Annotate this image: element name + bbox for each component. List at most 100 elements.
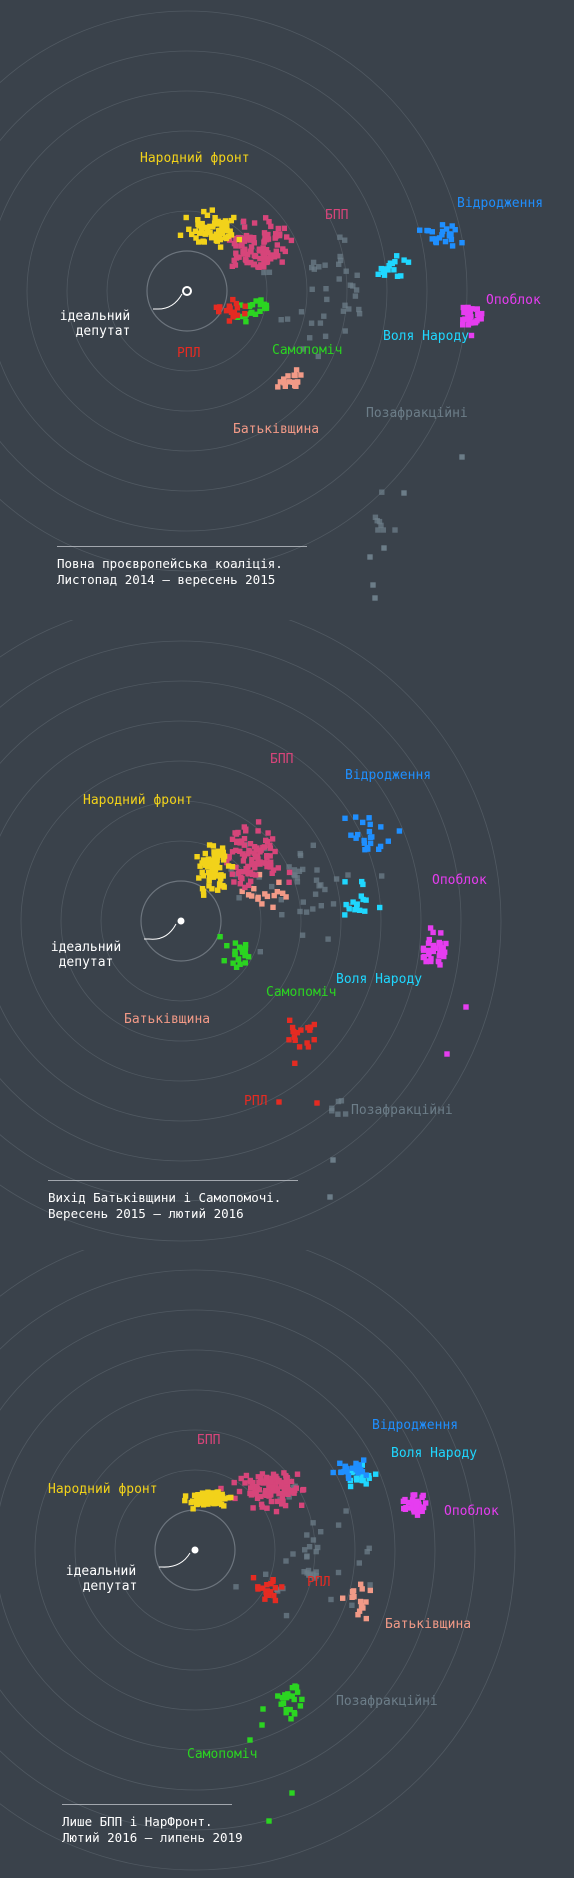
deputy-dot-pozafr: [335, 1569, 342, 1576]
deputy-dot-pozafr: [318, 1529, 324, 1535]
deputy-dot-bpp: [237, 840, 243, 846]
deputy-dot-opoblok: [437, 962, 443, 968]
deputy-dot-rpl: [296, 1044, 303, 1050]
deputy-dot-narfront: [201, 892, 207, 898]
deputy-dot-samopomich: [289, 1790, 295, 1796]
deputy-dot-batkivshchyna: [286, 379, 292, 385]
deputy-dot-pozafr: [313, 877, 320, 883]
label-vidrodzhennya: Відродження: [372, 1418, 458, 1433]
deputy-dot-pozafr: [378, 522, 384, 529]
deputy-dot-rpl: [231, 309, 238, 315]
deputy-dot-bpp: [272, 1478, 278, 1485]
caption-rule: [57, 546, 307, 547]
deputy-dot-narfront: [212, 215, 218, 221]
deputy-dot-rpl: [292, 1037, 298, 1043]
deputy-dot-opoblok: [423, 958, 429, 965]
deputy-dot-pozafr: [310, 842, 316, 848]
deputy-dot-narfront: [229, 864, 236, 870]
deputy-dot-pozafr: [349, 1602, 355, 1608]
deputy-dot-rpl: [311, 1037, 317, 1043]
deputy-dot-vola: [380, 269, 387, 275]
deputy-dot-bpp: [265, 830, 271, 836]
deputy-dots: [182, 1457, 429, 1824]
deputy-dot-samopomich: [242, 952, 248, 959]
deputy-dot-bpp: [255, 1474, 261, 1480]
deputy-dot-pozafr: [296, 868, 303, 874]
deputy-dot-samopomich: [283, 1706, 289, 1713]
deputy-dot-samopomich: [230, 960, 236, 966]
deputy-dot-narfront: [199, 220, 205, 227]
deputy-dot-samopomich: [242, 960, 248, 966]
deputy-dot-vidrodzhennya: [376, 846, 382, 852]
deputy-dot-narfront: [217, 244, 224, 250]
deputy-dot-narfront: [219, 221, 225, 227]
deputy-dot-opoblok: [427, 925, 434, 931]
deputy-dot-pozafr: [335, 1098, 342, 1105]
deputy-dot-vidrodzhennya: [448, 236, 455, 243]
deputy-dot-vola: [350, 899, 356, 905]
deputy-dot-vidrodzhennya: [353, 1467, 359, 1473]
deputy-dot-vola: [354, 903, 360, 910]
deputy-dot-narfront: [223, 227, 230, 233]
deputy-dot-bpp: [248, 249, 254, 255]
deputy-dot-pozafr: [233, 1584, 239, 1590]
deputy-dot-pozafr: [304, 1532, 310, 1538]
deputy-dot-pozafr: [299, 932, 306, 938]
deputy-dot-vidrodzhennya: [353, 814, 359, 820]
deputy-dot-bpp: [240, 218, 247, 224]
deputy-dot-narfront: [217, 881, 223, 887]
deputy-dot-pozafr: [313, 1548, 319, 1555]
deputy-dot-bpp: [260, 263, 266, 269]
deputy-dot-pozafr: [316, 883, 322, 889]
deputy-dot-bpp: [259, 1504, 265, 1510]
deputy-dot-batkivshchyna: [249, 893, 255, 899]
deputy-dot-vidrodzhennya: [361, 837, 367, 844]
deputy-dot-pozafr: [325, 936, 331, 942]
deputy-dot-bpp: [282, 1502, 289, 1509]
deputy-dot-rpl: [307, 1024, 314, 1030]
deputy-dot-rpl: [268, 1581, 274, 1587]
deputy-dot-batkivshchyna: [363, 1599, 369, 1605]
caption-line-1: Вихід Батьківщини і Самопомочі.: [48, 1190, 282, 1205]
distance-ring: [0, 680, 422, 1162]
deputy-dot-vidrodzhennya: [342, 815, 348, 821]
deputy-dot-rpl: [291, 1029, 297, 1035]
deputy-dot-narfront: [195, 217, 201, 223]
deputy-dot-pozafr: [335, 1111, 341, 1117]
deputy-dot-bpp: [279, 1501, 285, 1507]
deputy-dot-samopomich: [289, 1693, 295, 1699]
deputy-dot-vola: [377, 904, 383, 911]
deputy-dot-bpp: [235, 870, 242, 877]
deputy-dot-rpl: [272, 1597, 279, 1604]
deputy-dot-vola: [354, 1477, 360, 1483]
deputy-dot-narfront: [183, 214, 189, 221]
ideal-deputy-marker: [144, 915, 187, 940]
deputy-dot-samopomich: [249, 309, 255, 316]
label-narfront: Народний фронт: [140, 151, 250, 166]
deputy-dot-pozafr: [313, 1569, 319, 1575]
deputy-dot-samopomich: [260, 1706, 266, 1712]
deputy-dot-vola: [360, 896, 366, 903]
deputy-dot-bpp: [240, 248, 246, 255]
deputy-dot-narfront: [202, 850, 208, 857]
label-samopomich: Самопоміч: [266, 985, 336, 1000]
deputy-dot-bpp: [288, 1487, 294, 1494]
deputy-dot-rpl: [234, 305, 241, 311]
deputy-dot-opoblok: [438, 945, 444, 951]
deputy-dot-narfront: [202, 862, 209, 868]
deputy-dot-narfront: [200, 1496, 206, 1502]
caption-1: Повна проєвропейська коаліція. Листопад …: [57, 546, 307, 588]
deputy-dot-bpp: [281, 225, 287, 231]
deputy-dot-batkivshchyna: [359, 1586, 365, 1592]
deputy-dot-samopomich: [289, 1685, 296, 1691]
deputy-dot-opoblok: [423, 1500, 429, 1506]
ideal-label-line2: депутат: [83, 1579, 138, 1594]
deputy-dot-pozafr: [381, 545, 387, 551]
deputy-dot-vola: [398, 273, 404, 279]
distance-ring: [34, 1389, 356, 1711]
deputy-dot-bpp: [288, 1478, 295, 1485]
deputy-dot-pozafr: [330, 901, 337, 907]
deputy-dot-bpp: [273, 231, 279, 237]
deputy-dot-narfront: [199, 886, 206, 892]
deputy-dot-bpp: [248, 1492, 255, 1498]
